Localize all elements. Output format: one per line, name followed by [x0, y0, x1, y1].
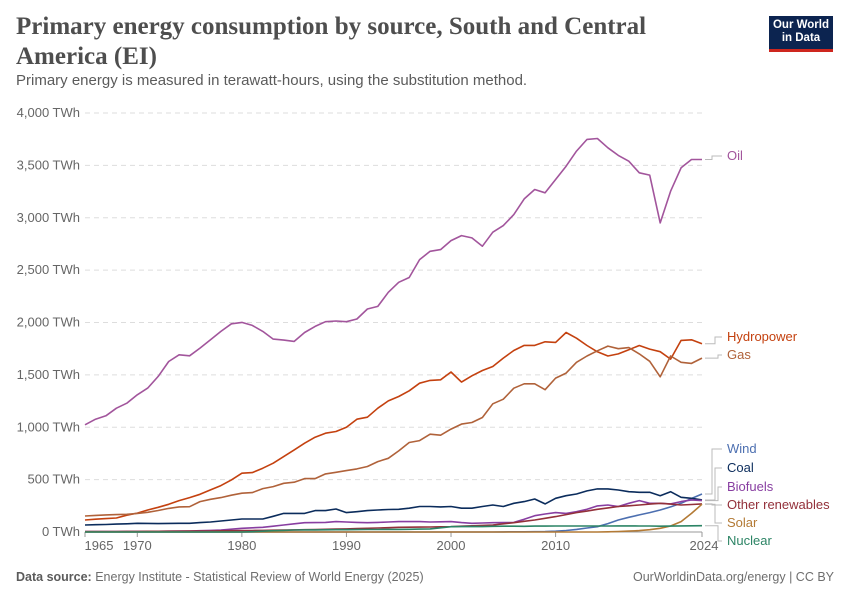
legend-connector: [705, 336, 722, 345]
legend-label-oil[interactable]: Oil: [727, 148, 743, 163]
legend-connector: [705, 155, 722, 161]
legend-connector: [705, 503, 722, 524]
owid-logo[interactable]: Our World in Data: [769, 16, 833, 52]
series-line-oil: [84, 137, 702, 426]
chart-subtitle: Primary energy is measured in terawatt-h…: [16, 72, 528, 89]
y-tick-label: 500 TWh: [27, 472, 80, 487]
legend-connector: [705, 486, 722, 502]
series-line-hydropower: [84, 331, 703, 521]
legend-connector: [705, 467, 722, 501]
y-tick-label: 1,000 TWh: [17, 419, 80, 434]
data-source: Data source: Energy Institute - Statisti…: [16, 570, 424, 584]
legend-label-solar[interactable]: Solar: [727, 515, 758, 530]
y-tick-label: 1,500 TWh: [17, 367, 80, 382]
data-source-label: Data source:: [16, 570, 92, 584]
series-line-coal: [84, 488, 703, 526]
y-tick-label: 4,000 TWh: [17, 105, 80, 120]
y-tick-label: 2,000 TWh: [17, 315, 80, 330]
series-line-gas: [84, 345, 703, 517]
legend-connector: [705, 448, 722, 495]
legend-label-gas[interactable]: Gas: [727, 347, 751, 362]
chart-title: Primary energy consumption by source, So…: [16, 13, 647, 70]
legend-label-hydropower[interactable]: Hydropower: [727, 329, 798, 344]
legend-connector: [705, 354, 722, 359]
data-source-text[interactable]: Energy Institute - Statistical Review of…: [95, 570, 424, 584]
x-tick-label: 2000: [437, 538, 466, 553]
x-tick-label: 2024: [690, 538, 719, 553]
x-tick-label: 1970: [123, 538, 152, 553]
x-tick-label: 1990: [332, 538, 361, 553]
series-line-other-renewables: [85, 502, 703, 533]
legend-label-wind[interactable]: Wind: [727, 441, 757, 456]
x-tick-label: 1965: [85, 538, 114, 553]
x-tick-label: 1980: [227, 538, 256, 553]
x-tick-label: 2010: [541, 538, 570, 553]
y-tick-label: 2,500 TWh: [17, 262, 80, 277]
series-line-nuclear: [85, 524, 703, 533]
legend-label-nuclear[interactable]: Nuclear: [727, 533, 772, 548]
legend-label-other-renewables[interactable]: Other renewables: [727, 497, 830, 512]
y-tick-label: 3,000 TWh: [17, 210, 80, 225]
y-tick-label: 3,500 TWh: [17, 157, 80, 172]
legend-label-coal[interactable]: Coal: [727, 460, 754, 475]
legend-connector: [705, 525, 722, 542]
legend-label-biofuels[interactable]: Biofuels: [727, 479, 774, 494]
y-tick-label: 0 TWh: [42, 524, 80, 539]
credit-link[interactable]: OurWorldinData.org/energy | CC BY: [632, 570, 834, 584]
